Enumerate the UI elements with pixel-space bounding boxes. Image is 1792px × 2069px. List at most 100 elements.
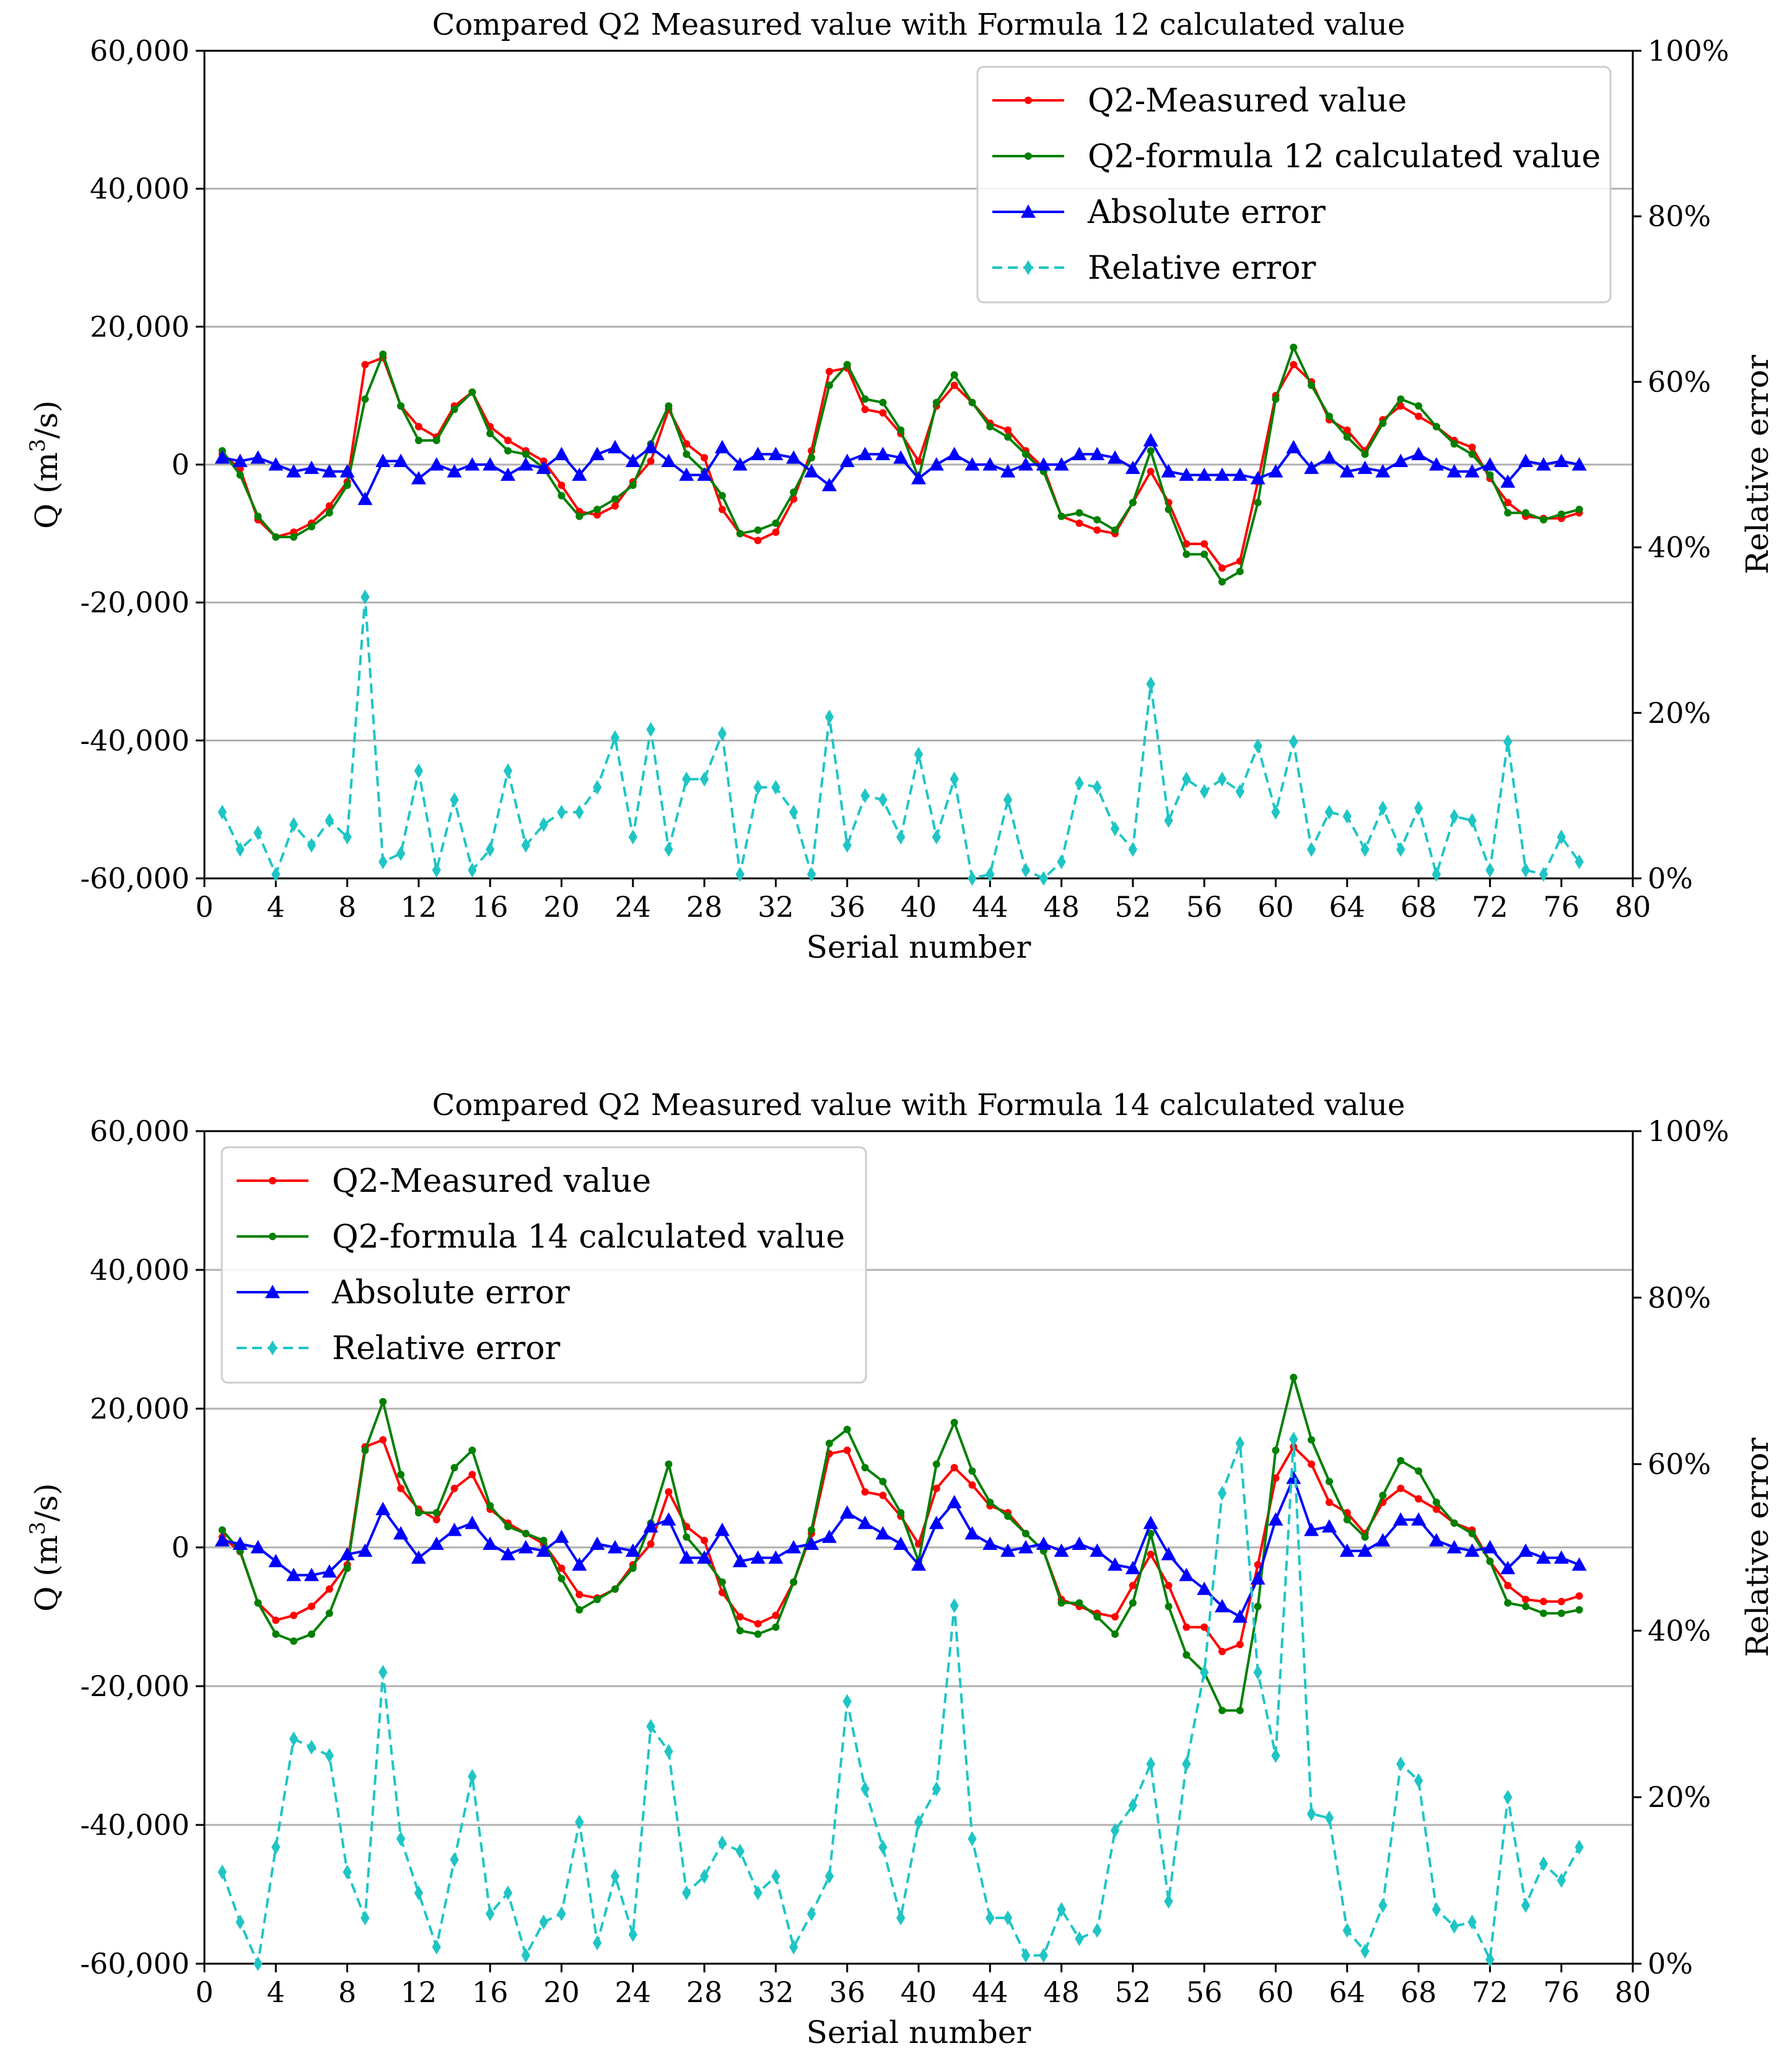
data-point xyxy=(897,426,905,434)
data-point xyxy=(804,1536,820,1550)
data-point xyxy=(214,1533,230,1547)
data-point xyxy=(575,1814,584,1830)
data-point xyxy=(486,1906,495,1922)
data-point xyxy=(806,867,816,882)
data-point xyxy=(1165,1603,1173,1611)
data-point xyxy=(1343,1516,1351,1524)
data-point xyxy=(1232,1609,1248,1623)
data-point xyxy=(286,1567,302,1581)
data-point xyxy=(1539,1856,1549,1871)
data-point xyxy=(986,867,995,882)
data-point xyxy=(361,589,370,605)
x-tick-label: 16 xyxy=(472,890,509,924)
data-point xyxy=(1539,1598,1547,1606)
data-point xyxy=(861,405,869,413)
chart-title: Compared Q2 Measured value with Formula … xyxy=(432,1088,1405,1122)
data-point xyxy=(808,453,816,461)
data-point xyxy=(432,862,441,878)
data-point xyxy=(1446,1540,1462,1554)
x-tick-label: 44 xyxy=(972,1975,1008,2009)
data-point xyxy=(1360,1943,1370,1959)
data-point xyxy=(539,817,548,833)
data-point xyxy=(486,1502,494,1510)
data-point xyxy=(1146,676,1155,692)
data-point xyxy=(1522,1603,1530,1611)
data-point xyxy=(575,805,584,820)
y-tick-label: 40,000 xyxy=(90,1253,190,1287)
data-point xyxy=(647,1540,655,1548)
y2-tick-label: 80% xyxy=(1648,199,1711,233)
data-point xyxy=(1147,468,1155,476)
x-tick-label: 24 xyxy=(615,1975,652,2009)
y-axis-label-part: /s) xyxy=(28,1483,64,1521)
data-point xyxy=(950,1464,958,1472)
series-line xyxy=(221,1438,1581,1965)
data-point xyxy=(968,1467,976,1475)
data-point xyxy=(982,457,998,471)
data-point xyxy=(268,457,284,471)
data-point xyxy=(1449,808,1459,824)
data-point xyxy=(754,526,762,534)
data-point xyxy=(1200,540,1209,548)
data-point xyxy=(1129,1599,1137,1607)
data-point xyxy=(429,1536,444,1550)
data-point xyxy=(1428,1533,1444,1547)
data-point xyxy=(861,1464,869,1472)
data-point xyxy=(1554,453,1569,468)
data-point xyxy=(932,1460,940,1468)
data-point xyxy=(432,437,440,445)
data-point xyxy=(486,842,495,857)
data-point xyxy=(1379,1492,1387,1499)
legend-label: Relative error xyxy=(1088,250,1316,287)
data-point xyxy=(1054,1543,1069,1557)
data-point xyxy=(1308,1436,1316,1444)
data-point xyxy=(1235,1436,1245,1451)
data-point xyxy=(325,1609,333,1617)
data-point xyxy=(986,422,994,431)
data-point xyxy=(753,780,763,795)
data-point xyxy=(1325,413,1333,421)
x-tick-label: 64 xyxy=(1329,890,1366,924)
data-point xyxy=(643,1519,658,1533)
data-point xyxy=(1036,1536,1051,1550)
x-tick-label: 80 xyxy=(1615,1975,1651,2009)
x-axis-label: Serial number xyxy=(806,929,1031,965)
data-point xyxy=(450,1852,459,1867)
data-point xyxy=(683,450,691,458)
data-point xyxy=(1217,771,1227,787)
data-point xyxy=(518,457,533,471)
data-point xyxy=(857,447,873,460)
data-point xyxy=(450,405,458,413)
data-point xyxy=(1200,1623,1209,1631)
data-point xyxy=(701,1536,709,1544)
data-point xyxy=(593,505,601,514)
data-point xyxy=(1396,842,1405,857)
data-point xyxy=(1360,842,1370,857)
data-point xyxy=(1111,1630,1119,1638)
data-point xyxy=(772,1623,780,1631)
data-point xyxy=(343,481,351,489)
y-tick-label: 60,000 xyxy=(90,34,190,68)
data-point xyxy=(325,813,334,828)
y2-tick-label: 80% xyxy=(1648,1281,1711,1314)
data-point xyxy=(1147,1551,1155,1559)
data-point xyxy=(357,1543,373,1557)
data-point xyxy=(321,464,337,478)
data-point xyxy=(843,1446,851,1454)
data-point xyxy=(1357,1543,1373,1557)
x-tick-label: 80 xyxy=(1615,890,1651,924)
data-point xyxy=(1125,1560,1140,1575)
data-point xyxy=(1200,1664,1209,1680)
data-point xyxy=(717,1835,727,1851)
data-point xyxy=(1557,1609,1565,1617)
series-q2-formula-14-calculated-value xyxy=(218,1373,1583,1715)
data-point xyxy=(1290,361,1298,369)
data-point xyxy=(929,1515,944,1529)
x-tick-label: 40 xyxy=(901,1975,937,2009)
y-axis-label-part: Q (m xyxy=(28,1535,64,1612)
data-point xyxy=(1467,1914,1477,1930)
data-point xyxy=(268,1554,284,1567)
data-point xyxy=(1057,1902,1066,1917)
data-point xyxy=(1306,842,1316,857)
data-point xyxy=(468,1471,476,1479)
